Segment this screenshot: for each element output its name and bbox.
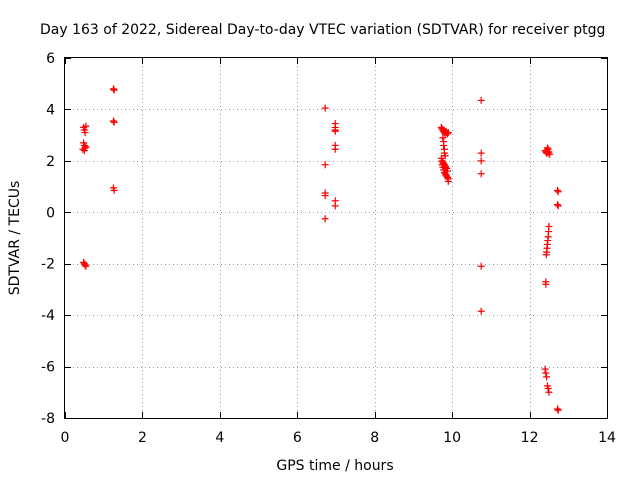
- data-point: [331, 202, 339, 210]
- y-tick-label: 2: [46, 154, 55, 170]
- data-point: [331, 127, 339, 135]
- data-point: [554, 188, 562, 196]
- data-point: [477, 170, 485, 178]
- data-point: [477, 149, 485, 157]
- data-point: [554, 406, 562, 414]
- y-tick-label: -8: [41, 411, 55, 427]
- data-point: [321, 192, 329, 200]
- data-point: [109, 117, 117, 125]
- x-tick-label: 4: [215, 430, 224, 446]
- data-point: [444, 129, 452, 137]
- data-point: [444, 177, 452, 185]
- data-point: [80, 147, 88, 155]
- data-point: [79, 145, 87, 153]
- data-point: [441, 152, 449, 160]
- x-tick-label: 8: [370, 430, 379, 446]
- plot-frame: [64, 57, 608, 419]
- data-point: [81, 261, 89, 269]
- data-point: [109, 85, 117, 93]
- data-point: [542, 280, 550, 288]
- data-point: [443, 174, 451, 182]
- data-point: [553, 405, 561, 413]
- x-tick-label: 14: [598, 430, 616, 446]
- data-point: [477, 307, 485, 315]
- data-point: [110, 186, 118, 194]
- y-tick-label: 4: [46, 102, 55, 118]
- y-axis-label: SDTVAR / TECUs: [7, 181, 23, 296]
- data-point: [541, 365, 549, 373]
- data-point: [477, 262, 485, 270]
- data-point: [321, 104, 329, 112]
- data-point: [553, 201, 561, 209]
- y-tick-label: -6: [41, 360, 55, 376]
- x-tick-label: 12: [521, 430, 539, 446]
- data-point: [443, 130, 451, 138]
- data-point: [321, 161, 329, 169]
- grid: [65, 58, 607, 418]
- axis-ticks: 0 2 4 6 8 10 12 14 -8 -6 -4 -2 0 2 4 6: [41, 51, 616, 446]
- y-tick-label: 0: [46, 205, 55, 221]
- data-point: [82, 122, 90, 130]
- data-point: [544, 149, 552, 157]
- data-point: [554, 202, 562, 210]
- data-point: [542, 369, 550, 377]
- data-point: [321, 215, 329, 223]
- data-point: [477, 96, 485, 104]
- x-tick-label: 10: [443, 430, 461, 446]
- data-point: [440, 141, 448, 149]
- x-axis-label: GPS time / hours: [276, 458, 393, 474]
- data-point: [110, 118, 118, 126]
- x-tick-label: 0: [61, 430, 70, 446]
- x-tick-label: 6: [293, 430, 302, 446]
- data-point: [110, 86, 118, 94]
- data-point: [81, 129, 89, 137]
- data-point: [477, 157, 485, 165]
- data-point: [82, 262, 90, 270]
- data-point: [331, 145, 339, 153]
- y-tick-label: 6: [46, 51, 55, 67]
- data-point: [543, 373, 551, 381]
- data-point: [544, 384, 552, 392]
- data-point: [553, 186, 561, 194]
- data-point: [546, 150, 554, 158]
- chart-title: Day 163 of 2022, Sidereal Day-to-day VTE…: [40, 22, 605, 38]
- data-point: [545, 388, 553, 396]
- y-tick-label: -4: [41, 308, 55, 324]
- data-point: [542, 251, 550, 259]
- y-tick-label: -2: [41, 257, 55, 273]
- data-point: [438, 161, 446, 169]
- data-point: [439, 134, 447, 142]
- data-markers: [79, 85, 562, 414]
- x-tick-label: 2: [138, 430, 147, 446]
